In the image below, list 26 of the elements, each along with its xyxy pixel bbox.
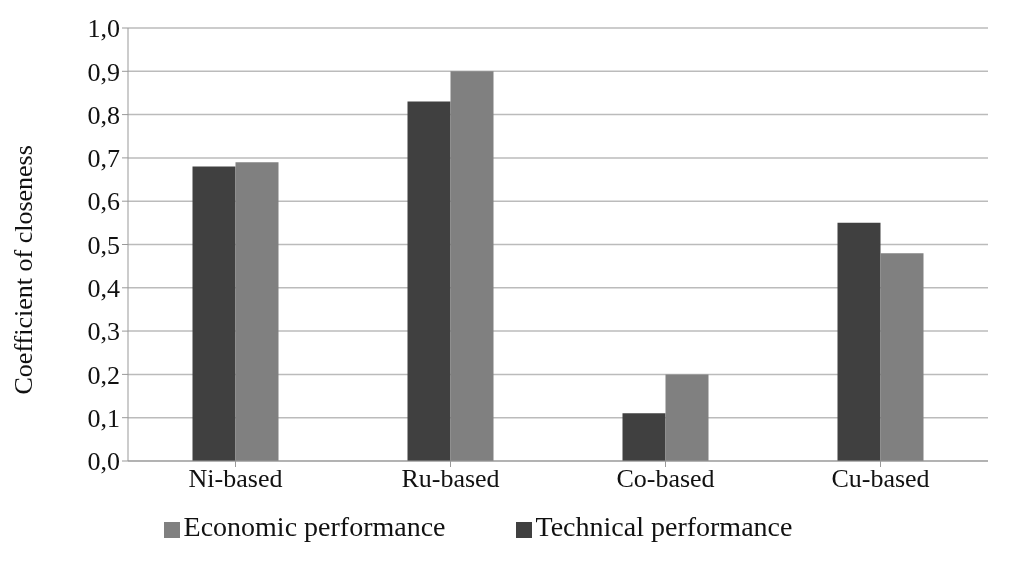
legend-label: Technical performance: [535, 511, 793, 542]
x-tick-label: Cu-based: [831, 464, 930, 494]
x-tick-label: Ru-based: [401, 464, 500, 494]
y-tick-label: 0,6: [87, 187, 120, 217]
bar: [235, 162, 279, 461]
y-tick-label: 0,9: [87, 57, 120, 87]
y-tick-label: 0,7: [87, 144, 120, 174]
y-tick-label: 0,1: [87, 403, 120, 433]
bar: [880, 253, 924, 461]
y-tick-label: 0,3: [87, 317, 120, 347]
y-tick-label: 0,4: [87, 274, 120, 304]
x-tick-label: Ni-based: [188, 464, 283, 494]
y-tick-label: 1,0: [87, 14, 120, 44]
y-tick-label: 0,2: [87, 360, 120, 390]
x-tick-label: Co-based: [616, 464, 715, 494]
y-axis-title: Coefficient of closeness: [9, 145, 39, 395]
bar: [407, 101, 451, 461]
bar: [622, 413, 666, 461]
y-tick-label: 0,8: [87, 100, 120, 130]
legend-label: Economic performance: [183, 511, 446, 542]
bar: [837, 222, 881, 461]
y-tick-label: 0,5: [87, 230, 120, 260]
bar: [192, 166, 236, 461]
bar: [665, 374, 709, 461]
bar: [450, 71, 494, 461]
y-tick-label: 0,0: [87, 447, 120, 477]
